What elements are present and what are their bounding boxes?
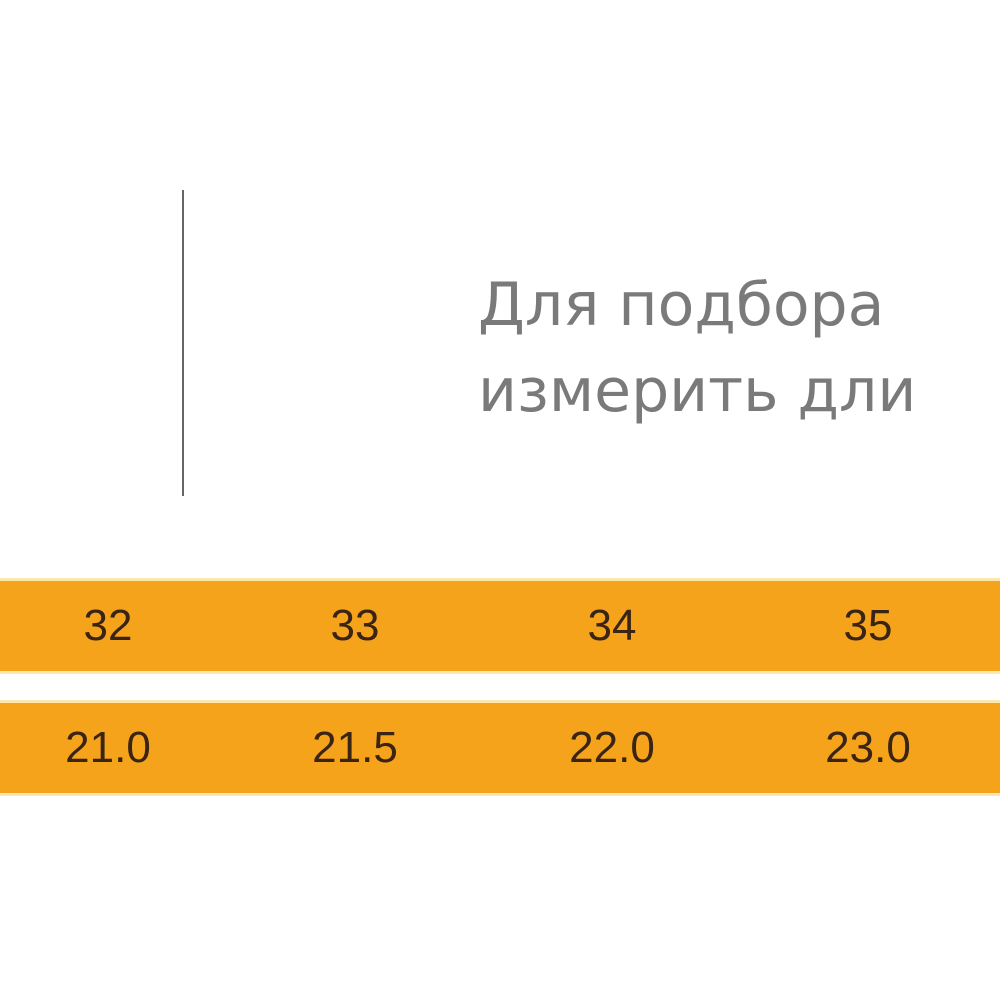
intro-line: измерить дли: [478, 356, 917, 426]
table-cell: 32: [83, 601, 133, 650]
divider: [182, 190, 184, 496]
table-row: 32 33 34 35: [0, 578, 1000, 674]
table-cell: 22.0: [569, 723, 655, 772]
table-cell: 35: [843, 601, 893, 650]
intro-line: Для подбора: [478, 270, 885, 340]
table-cell: 33: [330, 601, 380, 650]
table-cell: 21.0: [65, 723, 151, 772]
intro-text: Для подбора измерить дли: [478, 262, 1000, 434]
table-cell: 23.0: [825, 723, 911, 772]
table-cell: 21.5: [312, 723, 398, 772]
table-row: 21.0 21.5 22.0 23.0: [0, 700, 1000, 796]
table-cell: 34: [587, 601, 637, 650]
